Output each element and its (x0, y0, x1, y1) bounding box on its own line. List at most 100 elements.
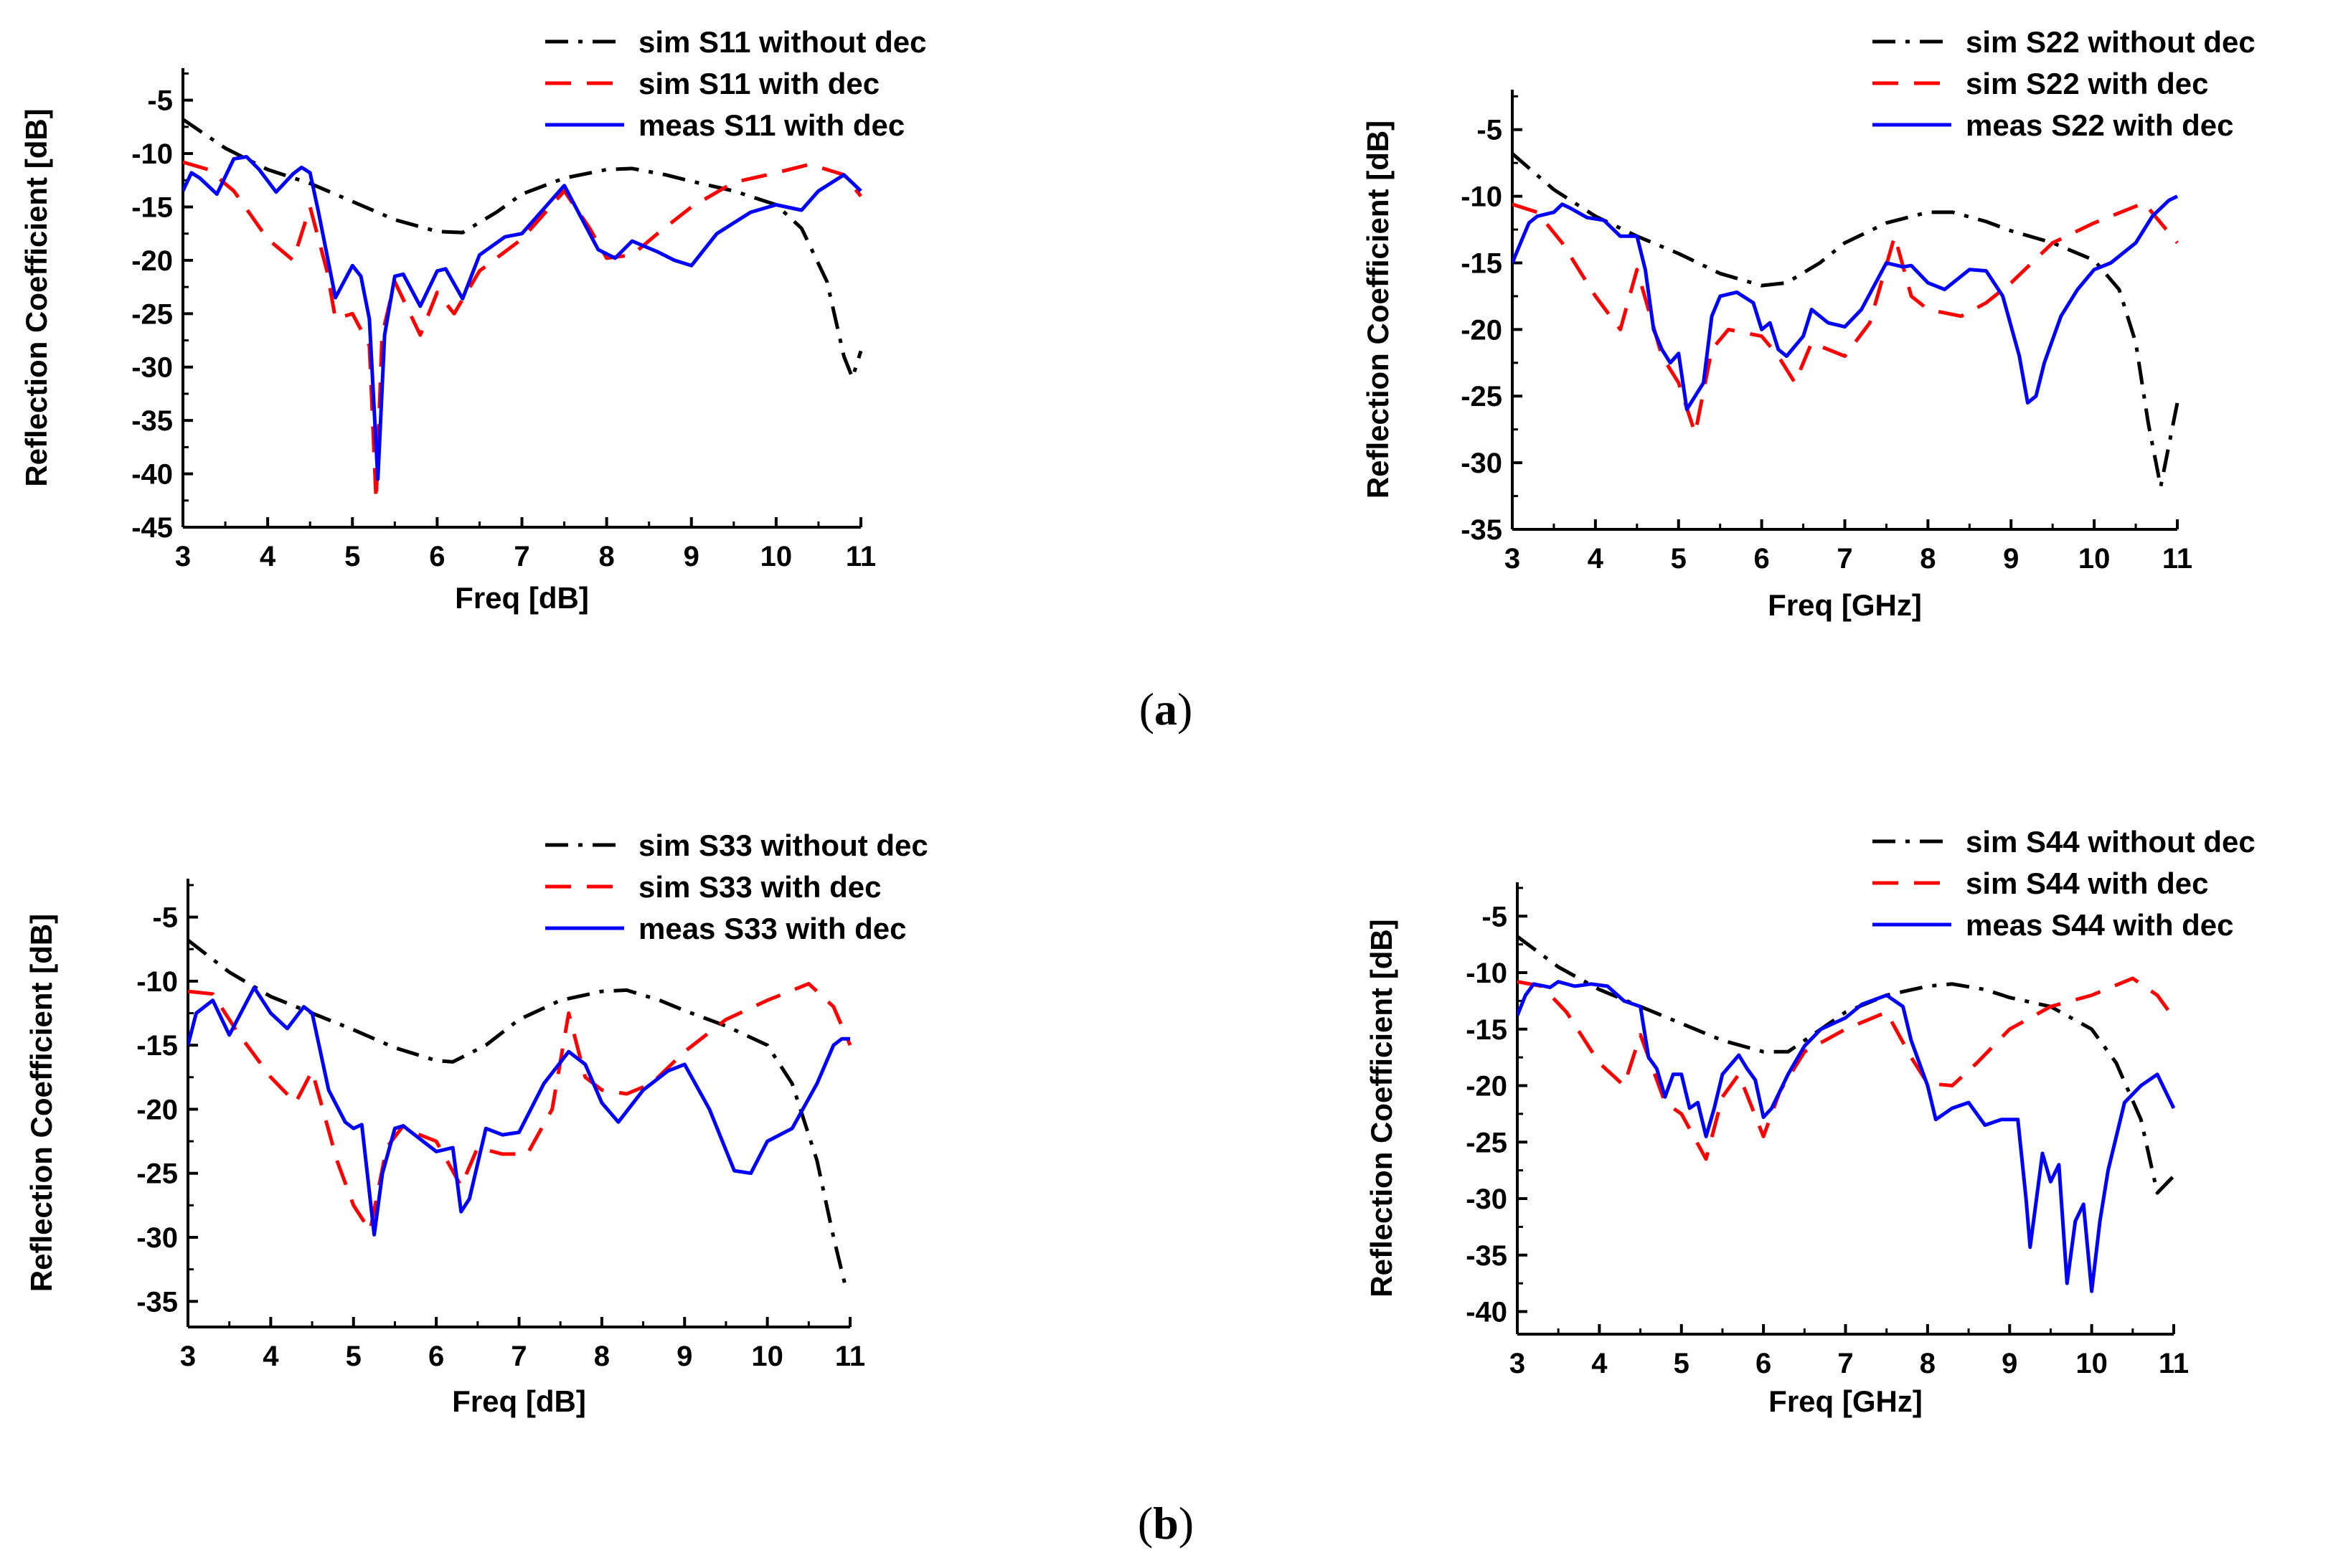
x-tick-label: 7 (514, 541, 529, 572)
x-tick-label: 3 (1504, 543, 1520, 575)
series-line-dash (183, 160, 862, 503)
x-axis-title: Freq [GHz] (1768, 1384, 1923, 1418)
y-axis-title: Reflection Coefficient [dB] (1361, 121, 1395, 499)
y-tick-label: -35 (1461, 514, 1502, 546)
x-tick-label: 11 (846, 541, 876, 572)
x-tick-label: 6 (428, 1341, 444, 1372)
series-line-dash (1517, 976, 2176, 1161)
x-tick-label: 10 (2078, 543, 2111, 575)
y-tick-label: -10 (1461, 181, 1502, 213)
y-tick-label: -20 (1461, 314, 1502, 346)
x-tick-label: 5 (344, 541, 360, 572)
y-tick-label: -40 (131, 459, 173, 491)
x-tick-label: 6 (1754, 543, 1770, 575)
series-line-solid (183, 155, 862, 481)
series-line-dash (1512, 201, 2179, 435)
y-tick-label: -25 (1461, 381, 1502, 412)
chart-s33: 3 4 5 6 7 8 9 10 11 -5 -10 -15 -20 -25 -30 -35 Freq [dB]… (24, 828, 928, 1418)
series-line-solid (1517, 980, 2176, 1293)
chart-s44: 3 4 5 6 7 8 9 10 11 -5 -10 -15 -20 -25 -30 -35 -40 Freq [… (1365, 825, 2256, 1418)
x-tick-label: 7 (511, 1341, 527, 1372)
y-tick-label: -15 (1461, 247, 1502, 279)
x-tick-label: 4 (260, 541, 276, 572)
x-axis-title: Freq [GHz] (1768, 588, 1922, 622)
y-tick-label: -5 (147, 85, 173, 117)
y-tick-label: -15 (1466, 1014, 1507, 1046)
legend-entry: sim S22 with dec (1966, 67, 2208, 100)
x-tick-label: 9 (684, 541, 699, 572)
y-tick-label: -35 (136, 1286, 178, 1318)
series-line-solid (188, 986, 850, 1237)
legend-entry: meas S22 with dec (1966, 108, 2234, 142)
x-tick-label: 5 (1674, 1348, 1689, 1379)
x-tick-label: 6 (1755, 1348, 1771, 1379)
y-tick-label: -35 (131, 405, 173, 437)
legend-entry: sim S33 with dec (638, 870, 881, 904)
x-tick-label: 8 (594, 1341, 610, 1372)
x-tick-label: 11 (2159, 1348, 2189, 1379)
chart-s22: 3 4 5 6 7 8 9 10 11 -5 -10 -15 -20 -25 -30 -35 Freq [GHz… (1361, 25, 2256, 622)
y-tick-label: -45 (131, 512, 173, 544)
x-tick-label: 4 (263, 1341, 279, 1372)
y-tick-label: -20 (1466, 1071, 1507, 1102)
x-tick-label: 7 (1837, 543, 1852, 575)
series-line-dash (188, 981, 852, 1233)
y-tick-label: -20 (136, 1094, 178, 1125)
series-line-solid (1512, 194, 2179, 412)
x-axis-title: Freq [dB] (452, 1384, 586, 1418)
y-tick-label: -30 (131, 352, 173, 384)
x-tick-label: 8 (599, 541, 615, 572)
chart-s11: 3 4 5 6 7 8 9 10 11 -5 -10 -15 -20 -25 -30 -35 -40 -45 Fre… (19, 25, 926, 615)
y-axis-title: Reflection Coefficient [dB] (19, 108, 53, 486)
y-tick-label: -35 (1466, 1240, 1507, 1272)
x-tick-label: 10 (760, 541, 793, 572)
y-tick-label: -40 (1466, 1297, 1507, 1328)
x-tick-label: 8 (1920, 543, 1936, 575)
series-line-dashdot (183, 118, 863, 380)
x-tick-label: 4 (1588, 543, 1604, 575)
y-axis-title: Reflection Coefficient [dB] (1365, 919, 1398, 1297)
y-tick-label: -20 (131, 245, 173, 277)
y-tick-label: -5 (1476, 115, 1502, 146)
y-tick-label: -30 (1461, 448, 1502, 479)
y-tick-label: -15 (131, 192, 173, 223)
series-line-dashdot (1512, 152, 2179, 489)
y-tick-label: -5 (152, 902, 178, 934)
y-tick-label: -5 (1481, 901, 1507, 932)
y-tick-label: -25 (1466, 1127, 1507, 1158)
x-tick-label: 3 (1509, 1348, 1525, 1379)
y-tick-label: -25 (136, 1158, 178, 1190)
x-tick-label: 9 (677, 1341, 692, 1372)
legend-entry: meas S11 with dec (638, 108, 905, 142)
legend-entry: sim S33 without dec (638, 828, 928, 862)
legend-entry: sim S11 with dec (638, 67, 880, 100)
caption-a: (a) (1139, 684, 1193, 735)
series-line-dashdot (188, 938, 848, 1289)
x-tick-label: 10 (2075, 1348, 2108, 1379)
series-line-dashdot (1517, 935, 2175, 1195)
y-tick-label: -10 (136, 966, 178, 998)
x-tick-label: 4 (1591, 1348, 1608, 1379)
y-tick-label: -30 (1466, 1184, 1507, 1215)
y-axis-title: Reflection Coefficient [dB] (24, 914, 58, 1292)
x-tick-label: 6 (429, 541, 445, 572)
legend-entry: meas S33 with dec (638, 912, 907, 945)
legend-entry: sim S11 without dec (638, 25, 926, 59)
x-tick-label: 11 (2162, 543, 2192, 575)
legend-entry: sim S44 without dec (1966, 825, 2256, 859)
y-tick-label: -15 (136, 1030, 178, 1062)
x-tick-label: 3 (175, 541, 191, 572)
x-tick-label: 3 (180, 1341, 196, 1372)
x-tick-label: 9 (2002, 1348, 2017, 1379)
caption-b: (b) (1138, 1498, 1194, 1549)
x-tick-label: 7 (1837, 1348, 1853, 1379)
legend-entry: sim S44 with dec (1966, 866, 2208, 900)
x-tick-label: 9 (2003, 543, 2019, 575)
x-tick-label: 10 (751, 1341, 783, 1372)
y-tick-label: -10 (1466, 958, 1507, 989)
x-tick-label: 5 (346, 1341, 362, 1372)
legend-entry: meas S44 with dec (1966, 908, 2234, 942)
x-axis-title: Freq [dB] (455, 581, 589, 615)
y-tick-label: -10 (131, 138, 173, 170)
